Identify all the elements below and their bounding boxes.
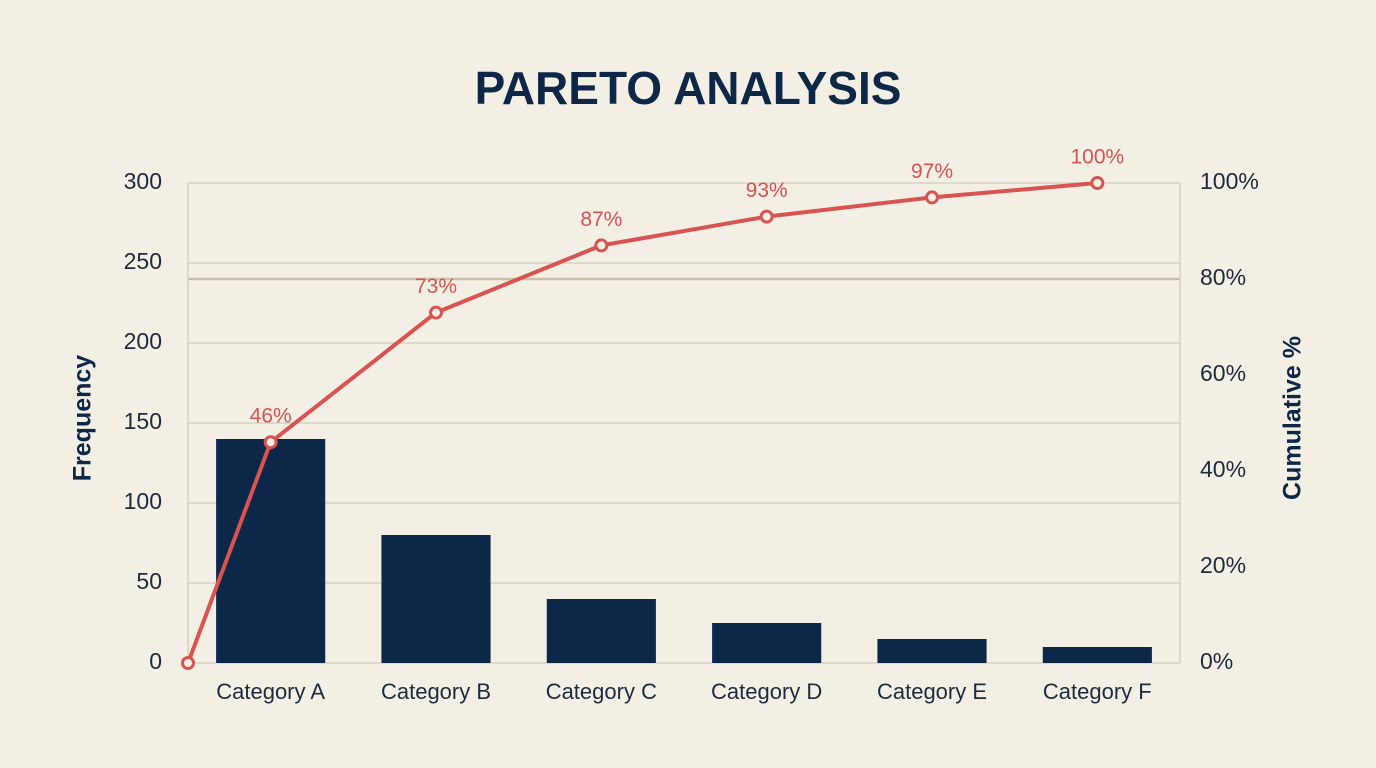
cumulative-value-label: 97%	[911, 160, 953, 183]
y2-axis-label: Cumulative %	[1279, 336, 1307, 500]
x-tick-label: Category C	[546, 679, 657, 704]
x-tick-label: Category A	[216, 679, 325, 704]
cumulative-value-label: 73%	[415, 275, 457, 298]
cumulative-marker	[429, 305, 443, 320]
y-tick-label: 300	[124, 168, 162, 194]
cumulative-marker	[925, 190, 939, 205]
cumulative-value-label: 87%	[580, 208, 622, 231]
bar	[381, 535, 491, 663]
cumulative-value-label: 100%	[1070, 146, 1124, 169]
bar	[877, 639, 987, 663]
y2-tick-label: 100%	[1200, 168, 1259, 194]
y-tick-label: 0	[149, 648, 162, 674]
y-tick-label: 100	[124, 488, 162, 514]
y2-tick-label: 80%	[1200, 264, 1246, 290]
y2-tick-label: 20%	[1200, 552, 1246, 578]
bar	[712, 623, 822, 663]
y2-tick-label: 40%	[1200, 456, 1246, 482]
bar	[216, 439, 326, 663]
cumulative-value-label: 93%	[746, 179, 788, 202]
chart-title: PARETO ANALYSIS	[475, 62, 902, 114]
x-tick-label: Category D	[711, 679, 822, 704]
x-tick-label: Category F	[1043, 679, 1152, 704]
y-tick-label: 150	[124, 408, 162, 434]
y-tick-label: 250	[124, 248, 162, 274]
bar	[546, 599, 656, 663]
x-tick-label: Category B	[381, 679, 491, 704]
cumulative-marker	[263, 435, 278, 450]
cumulative-marker	[181, 656, 195, 670]
y2-tick-label: 0%	[1200, 648, 1233, 674]
bar	[1042, 647, 1152, 663]
y-tick-label: 200	[124, 328, 162, 354]
cumulative-marker	[1090, 176, 1105, 190]
cumulative-value-label: 46%	[250, 405, 292, 428]
y-axis-label: Frequency	[69, 355, 97, 482]
x-tick-label: Category E	[877, 679, 987, 704]
y2-tick-label: 60%	[1200, 360, 1246, 386]
cumulative-marker	[759, 209, 774, 224]
y-tick-label: 50	[136, 568, 162, 594]
cumulative-marker	[594, 238, 609, 253]
